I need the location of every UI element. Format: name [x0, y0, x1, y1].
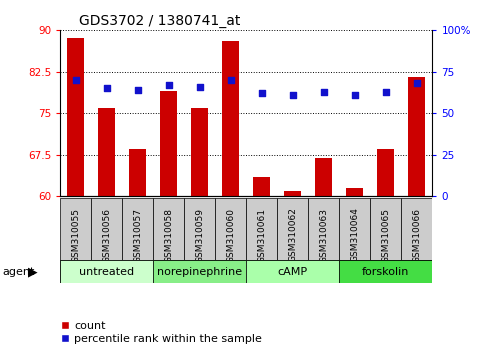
Text: GSM310055: GSM310055 [71, 207, 80, 263]
Bar [339, 260, 432, 283]
Bar [277, 198, 308, 260]
Text: GSM310057: GSM310057 [133, 207, 142, 263]
Text: GSM310061: GSM310061 [257, 207, 266, 263]
Bar [215, 198, 246, 260]
Bar [99, 108, 115, 196]
Point [227, 77, 235, 83]
Bar [377, 149, 394, 196]
Bar [160, 91, 177, 196]
Text: GSM310065: GSM310065 [381, 207, 390, 263]
Bar [339, 198, 370, 260]
Text: GSM310058: GSM310058 [164, 207, 173, 263]
Text: GDS3702 / 1380741_at: GDS3702 / 1380741_at [79, 14, 241, 28]
Text: GSM310059: GSM310059 [195, 207, 204, 263]
Bar [91, 198, 122, 260]
Text: GSM310060: GSM310060 [227, 207, 235, 263]
Point [289, 92, 297, 98]
Bar [129, 149, 146, 196]
Text: ▶: ▶ [28, 265, 38, 278]
Bar [408, 77, 426, 196]
Bar [122, 198, 154, 260]
Text: untreated: untreated [79, 267, 134, 277]
Point [165, 82, 173, 88]
Bar [222, 41, 240, 196]
Point [196, 84, 204, 90]
Bar [401, 198, 432, 260]
Text: forskolin: forskolin [362, 267, 410, 277]
Bar [60, 198, 91, 260]
Point [72, 77, 80, 83]
Bar [60, 260, 154, 283]
Text: GSM310066: GSM310066 [412, 207, 421, 263]
Bar [346, 188, 363, 196]
Bar [284, 191, 301, 196]
Text: cAMP: cAMP [278, 267, 308, 277]
Bar [246, 260, 339, 283]
Bar [370, 198, 401, 260]
Bar [154, 260, 246, 283]
Point [351, 92, 359, 98]
Bar [154, 198, 185, 260]
Bar [191, 108, 208, 196]
Point [413, 80, 421, 86]
Bar [315, 158, 332, 196]
Point [103, 85, 111, 91]
Point [320, 89, 327, 95]
Bar [67, 38, 85, 196]
Text: agent: agent [2, 267, 35, 277]
Legend: count, percentile rank within the sample: count, percentile rank within the sample [57, 316, 266, 348]
Point [134, 87, 142, 93]
Text: GSM310062: GSM310062 [288, 207, 298, 262]
Bar [253, 177, 270, 196]
Bar [308, 198, 339, 260]
Bar [246, 198, 277, 260]
Point [258, 91, 266, 96]
Text: GSM310056: GSM310056 [102, 207, 112, 263]
Text: GSM310064: GSM310064 [350, 207, 359, 262]
Text: GSM310063: GSM310063 [319, 207, 328, 263]
Text: norepinephrine: norepinephrine [157, 267, 242, 277]
Point [382, 89, 390, 95]
Bar [185, 198, 215, 260]
